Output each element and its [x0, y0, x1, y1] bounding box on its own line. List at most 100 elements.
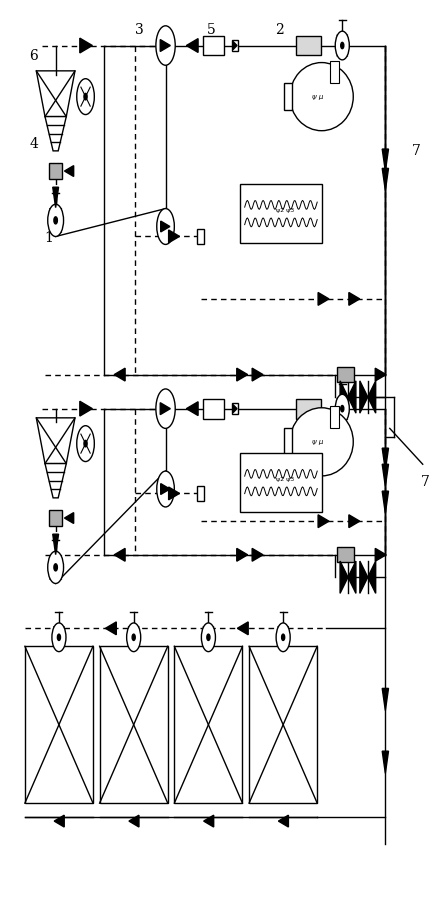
- Polygon shape: [382, 149, 389, 172]
- Circle shape: [57, 634, 60, 640]
- Polygon shape: [278, 815, 288, 827]
- Ellipse shape: [290, 63, 353, 131]
- Circle shape: [157, 208, 174, 244]
- Text: 6: 6: [29, 49, 38, 63]
- Circle shape: [48, 551, 64, 584]
- Polygon shape: [382, 751, 389, 773]
- Bar: [49, 163, 62, 179]
- Bar: [197, 486, 204, 500]
- Polygon shape: [36, 71, 75, 117]
- Circle shape: [341, 42, 344, 48]
- Bar: [249, 647, 317, 803]
- Polygon shape: [349, 293, 360, 305]
- Bar: [337, 367, 354, 383]
- Polygon shape: [64, 165, 74, 177]
- Bar: [240, 453, 321, 512]
- Polygon shape: [233, 405, 237, 413]
- Circle shape: [127, 623, 141, 652]
- Polygon shape: [349, 515, 360, 528]
- Text: ψ2 ψ3: ψ2 ψ3: [276, 477, 294, 482]
- Bar: [329, 406, 339, 428]
- Bar: [174, 647, 243, 803]
- Polygon shape: [252, 549, 263, 561]
- Polygon shape: [187, 401, 198, 416]
- Polygon shape: [368, 561, 376, 594]
- Bar: [203, 36, 224, 56]
- Circle shape: [335, 394, 349, 423]
- Polygon shape: [382, 168, 389, 190]
- Text: 3: 3: [135, 23, 144, 38]
- Polygon shape: [129, 815, 139, 827]
- Circle shape: [54, 216, 57, 224]
- Polygon shape: [80, 401, 92, 416]
- Polygon shape: [237, 622, 248, 635]
- Bar: [203, 399, 224, 418]
- Polygon shape: [382, 448, 389, 471]
- Text: ψ μ: ψ μ: [311, 93, 323, 100]
- Ellipse shape: [290, 408, 353, 476]
- Bar: [296, 36, 321, 56]
- Circle shape: [132, 634, 135, 640]
- Polygon shape: [105, 622, 116, 635]
- Polygon shape: [348, 561, 356, 594]
- Circle shape: [156, 26, 175, 66]
- Polygon shape: [375, 549, 386, 561]
- Polygon shape: [114, 368, 125, 381]
- Polygon shape: [382, 464, 389, 487]
- Bar: [49, 510, 62, 526]
- Polygon shape: [318, 293, 329, 305]
- Polygon shape: [375, 368, 386, 381]
- Bar: [25, 647, 93, 803]
- Text: 7: 7: [412, 145, 421, 158]
- Bar: [284, 428, 292, 455]
- Text: 1: 1: [45, 232, 53, 245]
- Bar: [197, 229, 204, 243]
- Polygon shape: [114, 549, 125, 561]
- Circle shape: [77, 426, 94, 462]
- Circle shape: [335, 31, 349, 60]
- Bar: [284, 84, 292, 110]
- Polygon shape: [340, 561, 348, 594]
- Polygon shape: [318, 515, 329, 528]
- Bar: [232, 40, 238, 51]
- Circle shape: [207, 634, 210, 640]
- Bar: [240, 184, 321, 242]
- Polygon shape: [53, 534, 59, 555]
- Bar: [232, 403, 238, 415]
- Bar: [337, 547, 354, 562]
- Polygon shape: [45, 463, 66, 497]
- Text: 4: 4: [29, 137, 38, 151]
- Text: ψ μ: ψ μ: [311, 439, 323, 445]
- Circle shape: [341, 406, 344, 412]
- Polygon shape: [237, 549, 248, 561]
- Bar: [329, 60, 339, 83]
- Polygon shape: [368, 381, 376, 413]
- Text: ψ2 ψ3: ψ2 ψ3: [276, 208, 294, 213]
- Polygon shape: [233, 41, 237, 49]
- Text: 5: 5: [207, 23, 216, 38]
- Polygon shape: [161, 484, 170, 495]
- Polygon shape: [252, 368, 263, 381]
- Polygon shape: [237, 368, 248, 381]
- Circle shape: [157, 471, 174, 507]
- Text: 2: 2: [276, 23, 284, 38]
- Polygon shape: [36, 418, 75, 463]
- Polygon shape: [204, 815, 214, 827]
- Circle shape: [52, 623, 66, 652]
- Polygon shape: [382, 491, 389, 514]
- Polygon shape: [160, 402, 170, 415]
- Circle shape: [276, 623, 290, 652]
- Circle shape: [202, 623, 216, 652]
- Circle shape: [282, 634, 285, 640]
- Polygon shape: [348, 381, 356, 413]
- Bar: [296, 399, 321, 418]
- Circle shape: [84, 93, 87, 100]
- Polygon shape: [161, 221, 170, 232]
- Polygon shape: [45, 117, 66, 151]
- Polygon shape: [340, 381, 348, 413]
- Circle shape: [84, 440, 87, 447]
- Polygon shape: [53, 187, 59, 207]
- Circle shape: [48, 204, 64, 236]
- Polygon shape: [187, 39, 198, 52]
- Polygon shape: [168, 487, 179, 500]
